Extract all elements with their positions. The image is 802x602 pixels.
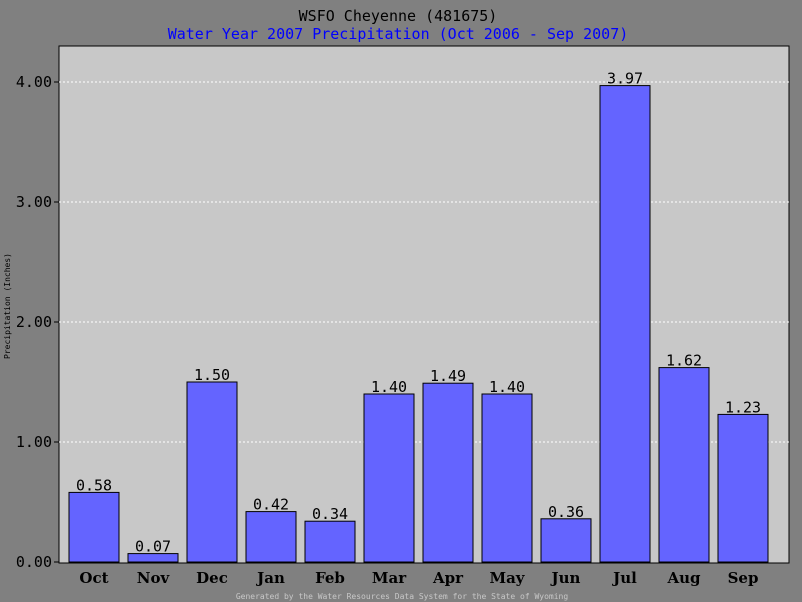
- x-tick-label-apr: Apr: [432, 569, 464, 587]
- chart-title: WSFO Cheyenne (481675): [299, 7, 498, 25]
- chart-subtitle: Water Year 2007 Precipitation (Oct 2006 …: [168, 25, 629, 43]
- x-tick-label-oct: Oct: [79, 569, 108, 587]
- bar-feb: [304, 520, 356, 563]
- y-tick-label: 2.00: [16, 313, 52, 331]
- bar-apr: [422, 382, 474, 563]
- data-label-aug: 1.62: [666, 352, 702, 370]
- bar-jan: [245, 511, 297, 563]
- data-label-apr: 1.49: [430, 367, 466, 385]
- y-tick-label: 0.00: [16, 553, 52, 571]
- data-labels: 0.58 0.07 1.50 0.42 0.34 1.40 1.49 1.40 0.36 3.97…: [76, 70, 761, 556]
- data-label-jan: 0.42: [253, 496, 289, 514]
- x-tick-label-jan: Jan: [255, 569, 285, 587]
- x-tick-label-jul: Jul: [611, 569, 637, 587]
- x-tick-label-aug: Aug: [666, 569, 701, 587]
- data-label-feb: 0.34: [312, 505, 348, 523]
- bar-sep: [717, 413, 769, 563]
- data-label-mar: 1.40: [371, 378, 407, 396]
- bar-oct: [68, 491, 120, 563]
- bar-mar: [363, 393, 415, 563]
- bar-aug: [658, 367, 710, 563]
- footer-credit: Generated by the Water Resources Data Sy…: [236, 592, 569, 601]
- y-tick-label: 1.00: [16, 433, 52, 451]
- bar-dec: [186, 381, 238, 563]
- x-tick-label-jun: Jun: [550, 569, 581, 587]
- bar-jul: [599, 85, 651, 563]
- x-tick-label-mar: Mar: [372, 569, 407, 587]
- x-tick-label-dec: Dec: [196, 569, 228, 587]
- data-label-jun: 0.36: [548, 503, 584, 521]
- data-label-nov: 0.07: [135, 538, 171, 556]
- x-axis-ticks: Oct Nov Dec Jan Feb Mar Apr May Jun Jul Aug Sep: [79, 569, 758, 587]
- y-tick-label: 4.00: [16, 73, 52, 91]
- bars: [68, 85, 769, 563]
- x-tick-label-sep: Sep: [728, 569, 759, 587]
- x-tick-label-nov: Nov: [137, 569, 171, 587]
- data-label-oct: 0.58: [76, 476, 112, 494]
- y-axis-label: Precipitation (Inches): [3, 253, 12, 359]
- data-label-dec: 1.50: [194, 366, 230, 384]
- y-axis-ticks: 0.00 1.00 2.00 3.00 4.00: [16, 73, 59, 571]
- data-label-jul: 3.97: [607, 70, 643, 88]
- x-tick-label-may: May: [489, 569, 525, 587]
- bar-may: [481, 393, 533, 563]
- data-label-may: 1.40: [489, 378, 525, 396]
- bar-nov: [127, 553, 179, 563]
- data-label-sep: 1.23: [725, 398, 761, 416]
- bar-jun: [540, 518, 592, 563]
- y-tick-label: 3.00: [16, 193, 52, 211]
- x-tick-label-feb: Feb: [315, 569, 345, 587]
